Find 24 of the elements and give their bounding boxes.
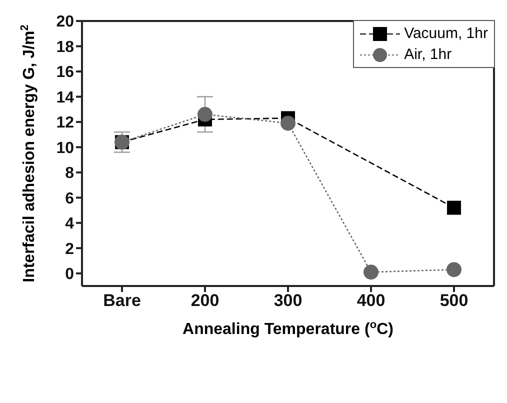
point (447, 200, 461, 215)
y-tick-label: 2 (65, 240, 74, 258)
point (364, 264, 378, 280)
legend-label: Vacuum, 1hr (404, 24, 488, 44)
point (198, 106, 212, 122)
y-tick-label: 10 (56, 140, 74, 157)
x-tick-label: Bare (103, 291, 141, 310)
y-tick-label: 14 (56, 89, 74, 106)
y-tick-label: 20 (56, 14, 74, 31)
x-tick-label: 500 (440, 291, 468, 310)
legend-label: Air, 1hr (404, 45, 452, 65)
y-tick-label: 16 (56, 64, 74, 82)
x-tick-label: 200 (190, 291, 220, 310)
y-tick-label: 12 (56, 114, 74, 132)
y-tick-label: 6 (65, 190, 74, 208)
point (280, 116, 296, 131)
y-tick-label: 8 (65, 165, 74, 182)
x-tick-label: 400 (356, 291, 386, 310)
y-tick-label: 18 (56, 38, 74, 56)
point (446, 262, 462, 278)
y-tick-label: 4 (65, 216, 74, 233)
x-tick-label: 300 (274, 291, 302, 310)
x-axis-title: Annealing Temperature ($^{o}$C) (182, 319, 394, 338)
y-tick-label: 0 (65, 266, 74, 284)
